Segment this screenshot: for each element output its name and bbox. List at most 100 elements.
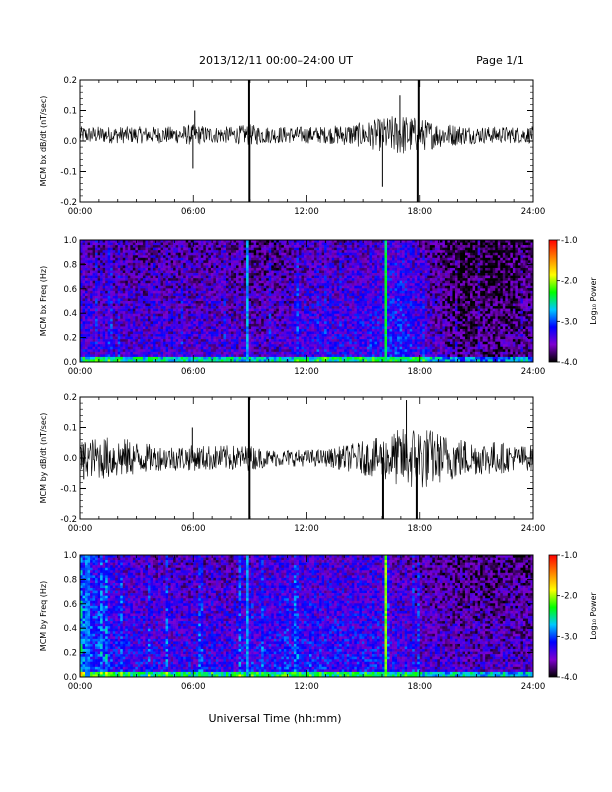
heatmap-cell bbox=[175, 267, 179, 271]
heatmap-cell bbox=[215, 339, 219, 342]
x-tick-label: 24:00 bbox=[521, 207, 546, 217]
heatmap-cell bbox=[220, 351, 224, 355]
heatmap-cell bbox=[107, 336, 111, 340]
heatmap-cell bbox=[180, 250, 184, 254]
heatmap-cell bbox=[228, 242, 232, 246]
heatmap-cell bbox=[228, 318, 232, 322]
heatmap-cell bbox=[210, 339, 214, 342]
heatmap-cell bbox=[165, 285, 169, 289]
heatmap-cell bbox=[195, 255, 199, 259]
heatmap-cell bbox=[256, 270, 259, 274]
heatmap-cell bbox=[273, 255, 277, 259]
heatmap-cell bbox=[283, 321, 287, 325]
heatmap-cell bbox=[117, 293, 121, 297]
heatmap-cell bbox=[205, 326, 209, 330]
heatmap-cell bbox=[283, 278, 287, 281]
heatmap-cell bbox=[253, 250, 257, 254]
heatmap-cell bbox=[256, 326, 259, 330]
heatmap-cell bbox=[321, 354, 325, 358]
heatmap-cell bbox=[95, 298, 98, 302]
heatmap-cell bbox=[147, 285, 151, 289]
heatmap-cell bbox=[268, 323, 272, 327]
heatmap-cell bbox=[190, 344, 194, 348]
heatmap-cell bbox=[276, 339, 280, 342]
heatmap-cell bbox=[316, 321, 320, 325]
heatmap-cell bbox=[233, 245, 237, 248]
heatmap-cell bbox=[168, 301, 171, 304]
heatmap-cell bbox=[147, 351, 151, 355]
heatmap-cell bbox=[122, 326, 126, 330]
heatmap-cell bbox=[281, 344, 285, 348]
heatmap-cell bbox=[293, 278, 297, 281]
heatmap-cell bbox=[273, 262, 277, 266]
heatmap-cell bbox=[326, 273, 330, 276]
heatmap-cell bbox=[175, 339, 179, 342]
heatmap-cell bbox=[241, 298, 244, 302]
heatmap-cell bbox=[130, 351, 134, 355]
heatmap-cell bbox=[183, 303, 186, 307]
heatmap-cell bbox=[190, 270, 194, 274]
heatmap-cell bbox=[97, 247, 101, 251]
heatmap-cell bbox=[286, 316, 290, 320]
heatmap-cell bbox=[236, 356, 239, 360]
heatmap-cell bbox=[127, 265, 131, 269]
heatmap-cell bbox=[334, 288, 337, 292]
heatmap-cell bbox=[190, 288, 194, 292]
heatmap-cell bbox=[261, 247, 265, 251]
heatmap-cell bbox=[210, 252, 214, 256]
heatmap-cell bbox=[225, 242, 229, 246]
heatmap-cell bbox=[190, 250, 194, 254]
heatmap-cell bbox=[223, 318, 227, 322]
heatmap-cell bbox=[225, 293, 229, 297]
heatmap-cell bbox=[168, 344, 171, 348]
heatmap-cell bbox=[241, 283, 244, 287]
heatmap-cell bbox=[195, 267, 199, 271]
heatmap-cell bbox=[80, 339, 83, 342]
heatmap-cell bbox=[286, 313, 290, 317]
heatmap-cell bbox=[271, 252, 275, 256]
heatmap-cell bbox=[142, 306, 146, 309]
heatmap-cell bbox=[112, 316, 116, 320]
heatmap-cell bbox=[291, 351, 295, 355]
heatmap-cell bbox=[248, 255, 252, 259]
heatmap-cell bbox=[266, 351, 270, 355]
heatmap-cell bbox=[268, 247, 272, 251]
heatmap-cell bbox=[276, 346, 280, 350]
heatmap-cell bbox=[220, 267, 224, 271]
heatmap-cell bbox=[228, 252, 232, 256]
heatmap-cell bbox=[256, 308, 259, 312]
heatmap-cell bbox=[85, 298, 88, 302]
heatmap-cell bbox=[183, 328, 186, 332]
heatmap-cell bbox=[238, 356, 242, 360]
heatmap-cell bbox=[301, 290, 305, 294]
heatmap-cell bbox=[309, 356, 312, 360]
heatmap-cell bbox=[115, 336, 119, 340]
heatmap-cell bbox=[331, 303, 335, 307]
heatmap-cell bbox=[261, 341, 265, 345]
heatmap-cell bbox=[324, 308, 327, 312]
heatmap-cell bbox=[82, 351, 86, 355]
heatmap-cell bbox=[208, 359, 212, 363]
heatmap-cell bbox=[288, 265, 292, 269]
heatmap-cell bbox=[324, 255, 327, 259]
heatmap-cell bbox=[316, 293, 320, 297]
heatmap-cell bbox=[135, 354, 139, 358]
heatmap-cell bbox=[85, 346, 88, 350]
heatmap-cell bbox=[243, 298, 247, 302]
heatmap-cell bbox=[253, 356, 257, 360]
heatmap-cell bbox=[163, 298, 166, 302]
heatmap-cell bbox=[110, 288, 114, 292]
heatmap-cell bbox=[243, 328, 247, 332]
heatmap-cell bbox=[87, 295, 91, 299]
heatmap-cell bbox=[90, 313, 93, 317]
heatmap-cell bbox=[130, 288, 134, 292]
heatmap-cell bbox=[92, 346, 96, 350]
heatmap-cell bbox=[100, 278, 103, 281]
heatmap-cell bbox=[263, 344, 267, 348]
heatmap-cell bbox=[137, 278, 141, 281]
heatmap-cell bbox=[185, 288, 189, 292]
heatmap-cell bbox=[135, 283, 139, 287]
heatmap-cell bbox=[140, 255, 144, 259]
heatmap-cell bbox=[261, 326, 265, 330]
heatmap-cell bbox=[329, 318, 332, 322]
